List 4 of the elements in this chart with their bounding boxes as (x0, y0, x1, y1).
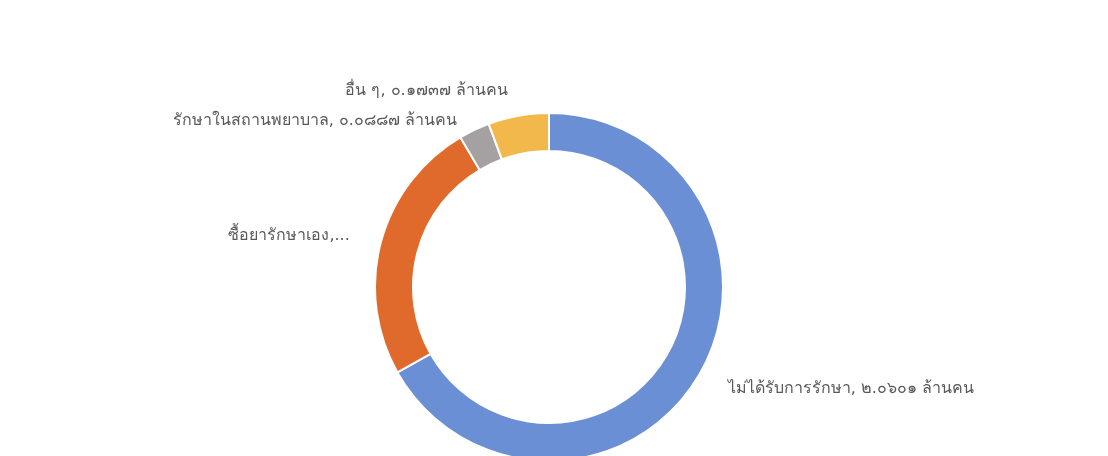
slice-label: อื่น ๆ, ๐.๑๗๓๗ ล้านคน (345, 78, 508, 100)
slice-label: ไม่ได้รับการรักษา, ๒.๐๖๐๑ ล้านคน (725, 377, 975, 397)
slice-label: รักษาในสถานพยาบาล, ๐.๐๘๘๗ ล้านคน (172, 110, 458, 130)
slice-label: ซื้อยารักษาเอง,... (228, 223, 350, 245)
